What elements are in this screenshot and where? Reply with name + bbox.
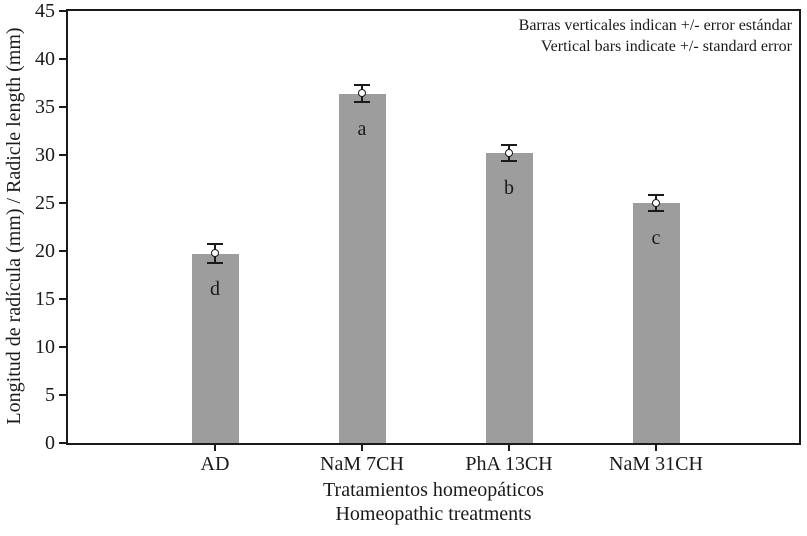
error-bar-cap <box>648 194 664 197</box>
x-axis-tick <box>508 445 510 451</box>
x-axis-tick-label: AD <box>200 453 230 475</box>
x-axis-tick <box>214 445 216 451</box>
y-axis-tick <box>59 298 66 300</box>
error-bar-cap <box>501 159 517 162</box>
y-axis-tick <box>59 250 66 252</box>
y-axis-tick <box>59 154 66 156</box>
error-bar-cap <box>354 101 370 104</box>
mean-marker <box>357 89 366 98</box>
error-bar-note-english: Vertical bars indicate +/- standard erro… <box>540 38 792 55</box>
significance-letter: b <box>504 177 514 200</box>
y-axis-tick <box>59 58 66 60</box>
mean-marker <box>504 148 513 157</box>
y-axis-tick <box>59 202 66 204</box>
x-axis-tick-label: NaM 7CH <box>320 453 404 475</box>
data-bar <box>485 153 533 443</box>
error-bar-cap <box>207 243 223 246</box>
y-axis-tick-label: 30 <box>35 144 55 166</box>
significance-letter: d <box>210 277 220 300</box>
data-bar <box>191 253 239 443</box>
y-axis-tick-label: 40 <box>35 48 55 70</box>
mean-marker <box>651 198 660 207</box>
data-bar <box>632 203 680 443</box>
significance-letter: a <box>357 117 367 140</box>
plot-area: Barras verticales indican +/- error está… <box>59 9 801 445</box>
y-axis-tick-label: 45 <box>35 0 55 22</box>
significance-letter: c <box>651 227 661 249</box>
error-bar-note: Barras verticales indican +/- error está… <box>519 15 792 57</box>
y-axis-tick <box>59 394 66 396</box>
error-bar-cap <box>501 144 517 147</box>
y-axis-tick-label: 15 <box>35 288 55 310</box>
y-axis-tick <box>59 442 66 444</box>
mean-marker <box>210 249 219 258</box>
x-axis-tick <box>655 445 657 451</box>
y-axis-tick <box>59 346 66 348</box>
error-bar-note-spanish: Barras verticales indican +/- error está… <box>518 17 792 34</box>
x-axis-title-spanish: Tratamientos homeopáticos <box>323 479 544 501</box>
x-axis-title: Tratamientos homeopáticos Homeopathic tr… <box>66 478 801 526</box>
error-bar-cap <box>207 262 223 265</box>
data-bar <box>338 93 386 443</box>
y-axis-tick-label: 35 <box>35 96 55 118</box>
y-axis-tick-label: 0 <box>45 432 55 454</box>
y-axis-tick <box>59 10 66 12</box>
x-axis-title-english: Homeopathic treatments <box>335 503 532 525</box>
y-axis-tick-label: 25 <box>35 192 55 214</box>
y-axis-tick-label: 5 <box>45 384 55 406</box>
y-axis-tick-label: 20 <box>35 240 55 262</box>
error-bar-cap <box>354 83 370 86</box>
x-axis-tick-label: NaM 31CH <box>609 453 703 475</box>
y-axis-tick <box>59 106 66 108</box>
x-axis-tick-label: PhA 13CH <box>465 453 553 475</box>
error-bar-cap <box>648 209 664 212</box>
x-axis-tick <box>361 445 363 451</box>
y-axis-tick-label: 10 <box>35 336 55 358</box>
